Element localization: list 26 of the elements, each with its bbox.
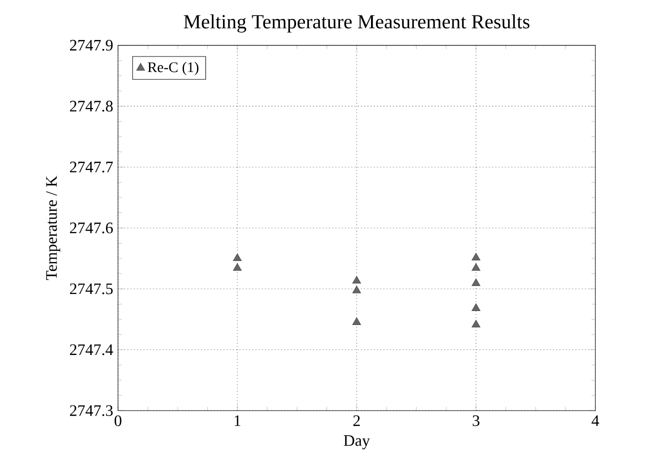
point bbox=[472, 278, 480, 286]
x-tick-label: 4 bbox=[592, 415, 600, 426]
y-tick-label: 2747.4 bbox=[70, 344, 114, 356]
point bbox=[352, 317, 361, 325]
y-tick-label: 2747.7 bbox=[70, 162, 113, 172]
x-axis-title: Day bbox=[344, 435, 370, 450]
point bbox=[352, 286, 361, 294]
y-tick-label: 2747.9 bbox=[70, 40, 113, 51]
y-tick-label: 2747.3 bbox=[70, 405, 113, 416]
x-tick-label: 0 bbox=[114, 415, 122, 426]
x-tick-label: 1 bbox=[234, 415, 240, 426]
y-tick-label: 2747.5 bbox=[70, 283, 113, 294]
x-tick-label: 3 bbox=[472, 415, 480, 426]
point bbox=[233, 263, 242, 271]
y-tick-label: 2747.6 bbox=[70, 222, 113, 234]
y-axis-title: Temperature / K bbox=[46, 176, 60, 280]
point bbox=[352, 276, 361, 284]
point bbox=[472, 320, 480, 328]
y-tick-label: 2747.8 bbox=[70, 100, 113, 112]
point bbox=[233, 253, 242, 261]
x-tick-label: 2 bbox=[353, 415, 360, 426]
point bbox=[472, 263, 480, 271]
point bbox=[472, 252, 480, 260]
legend-label: Re-C (1) bbox=[148, 62, 198, 76]
point bbox=[472, 303, 480, 311]
chart-title: Melting Temperature Measurement Results bbox=[184, 14, 530, 32]
